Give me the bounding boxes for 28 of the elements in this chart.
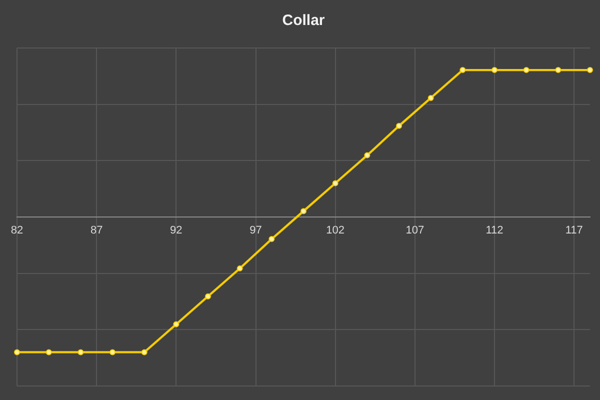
point	[205, 293, 211, 300]
point	[110, 349, 116, 356]
x-tick-label: 92	[170, 224, 182, 237]
point	[587, 67, 593, 74]
point	[14, 349, 20, 356]
point	[332, 180, 338, 186]
point	[236, 265, 243, 272]
point	[268, 236, 275, 242]
x-tick-label: 107	[406, 224, 424, 237]
point	[46, 349, 52, 356]
point	[78, 349, 84, 356]
point	[173, 321, 180, 328]
x-tick-label: 117	[565, 224, 583, 237]
point	[460, 67, 466, 74]
point	[141, 349, 148, 356]
x-tick-label: 82	[10, 224, 24, 237]
x-tick-label: 112	[486, 224, 504, 237]
x-tick-label: 87	[90, 224, 103, 237]
point	[555, 67, 562, 74]
point	[492, 67, 498, 74]
point	[300, 208, 306, 214]
point	[428, 94, 434, 101]
x-tick-label: 97	[250, 224, 262, 237]
point	[396, 122, 402, 129]
point	[364, 152, 370, 158]
point	[523, 67, 530, 74]
x-tick-label: 102	[326, 224, 345, 237]
chart-title: Collar	[282, 12, 325, 30]
